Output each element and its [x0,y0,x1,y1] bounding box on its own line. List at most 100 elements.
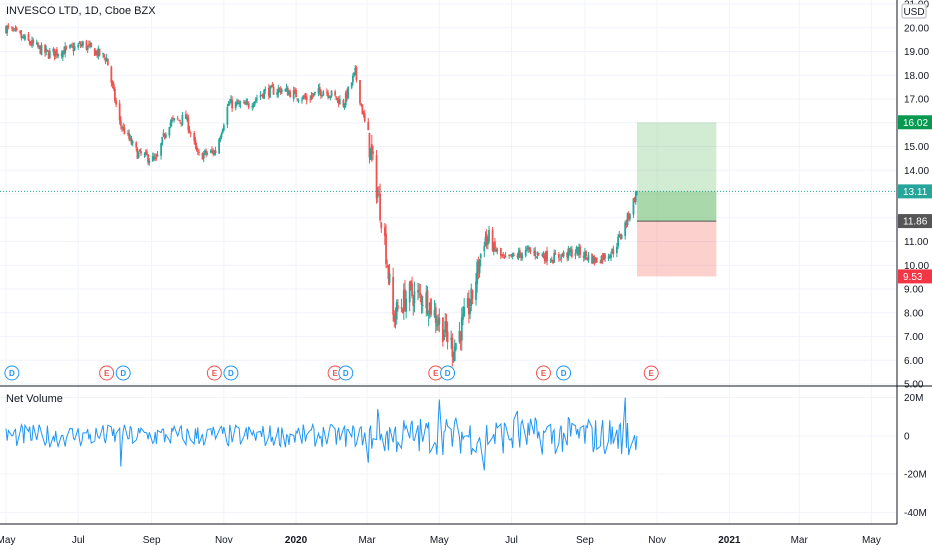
candle[interactable] [592,255,595,264]
candle[interactable] [286,85,289,96]
candle[interactable] [624,220,627,240]
candle[interactable] [40,42,43,56]
candle[interactable] [612,245,615,258]
candle[interactable] [63,46,65,55]
candle[interactable] [220,132,223,140]
candle[interactable] [70,43,73,48]
candle[interactable] [494,238,496,252]
candle[interactable] [412,294,415,316]
candle[interactable] [334,89,337,97]
candle[interactable] [144,149,147,157]
candle[interactable] [629,213,631,222]
candle[interactable] [392,267,395,322]
candle[interactable] [73,42,76,51]
candle[interactable] [131,139,134,147]
candle[interactable] [71,42,74,48]
candle[interactable] [54,50,57,59]
candle[interactable] [601,252,604,265]
candle[interactable] [486,236,489,250]
candle[interactable] [462,306,464,326]
candle[interactable] [521,252,524,261]
candle[interactable] [312,93,315,97]
candle[interactable] [106,58,109,66]
candle[interactable] [541,252,544,258]
candle[interactable] [121,125,123,133]
candle[interactable] [387,264,390,285]
candle[interactable] [553,249,556,263]
candle[interactable] [477,256,480,280]
candle[interactable] [400,298,403,313]
candle[interactable] [78,40,81,45]
candle[interactable] [594,257,597,264]
candle[interactable] [96,49,99,58]
candle[interactable] [206,151,209,156]
candle[interactable] [611,248,614,254]
candle[interactable] [419,283,422,303]
candle[interactable] [571,245,573,259]
candle[interactable] [395,299,398,325]
candle[interactable] [79,41,82,49]
candle[interactable] [38,45,41,50]
candle[interactable] [46,49,49,53]
candle[interactable] [260,94,263,96]
candle[interactable] [619,233,622,240]
candle[interactable] [496,247,499,255]
candle[interactable] [582,251,585,262]
candle[interactable] [450,330,453,349]
candle[interactable] [251,102,254,111]
candle[interactable] [483,241,486,258]
candle[interactable] [136,147,139,159]
candle[interactable] [170,117,173,127]
target-zone[interactable] [637,122,717,222]
candle[interactable] [187,114,190,134]
dividend-marker[interactable]: D [556,365,572,381]
candle[interactable] [177,119,180,121]
candle[interactable] [444,313,447,338]
candle[interactable] [194,136,197,150]
candle[interactable] [527,244,529,254]
candle[interactable] [163,132,166,140]
candle[interactable] [297,98,300,103]
candle[interactable] [271,81,274,88]
candle[interactable] [379,183,382,223]
candle[interactable] [123,124,126,135]
candle[interactable] [148,158,151,166]
candle[interactable] [129,134,132,142]
candle[interactable] [247,101,250,110]
candle[interactable] [529,247,532,255]
candle[interactable] [543,252,546,264]
candle[interactable] [24,33,26,42]
candle[interactable] [53,48,56,61]
candle[interactable] [426,286,429,316]
candle[interactable] [501,253,503,258]
candle[interactable] [610,251,612,261]
candle[interactable] [154,153,157,162]
candle[interactable] [485,229,488,249]
candle[interactable] [245,98,248,106]
candle[interactable] [127,130,129,137]
candle[interactable] [328,95,331,99]
candle[interactable] [60,50,63,59]
candle[interactable] [221,128,224,135]
candle[interactable] [518,247,521,258]
candle[interactable] [578,243,580,259]
candle[interactable] [246,98,249,106]
candle[interactable] [499,247,502,260]
candle[interactable] [468,290,470,324]
candle[interactable] [301,96,303,104]
candle[interactable] [393,310,396,328]
net-volume-line[interactable] [5,397,638,471]
candle[interactable] [288,89,290,96]
candle[interactable] [625,219,628,229]
candle[interactable] [153,153,155,161]
currency-selector[interactable]: USD [901,3,927,19]
candle[interactable] [602,252,605,261]
candle[interactable] [202,150,205,163]
candle[interactable] [451,333,454,367]
candle[interactable] [347,86,350,100]
candle[interactable] [279,86,282,95]
candle[interactable] [475,272,477,306]
candle[interactable] [80,41,83,48]
candle[interactable] [111,80,114,89]
candle[interactable] [492,241,495,256]
